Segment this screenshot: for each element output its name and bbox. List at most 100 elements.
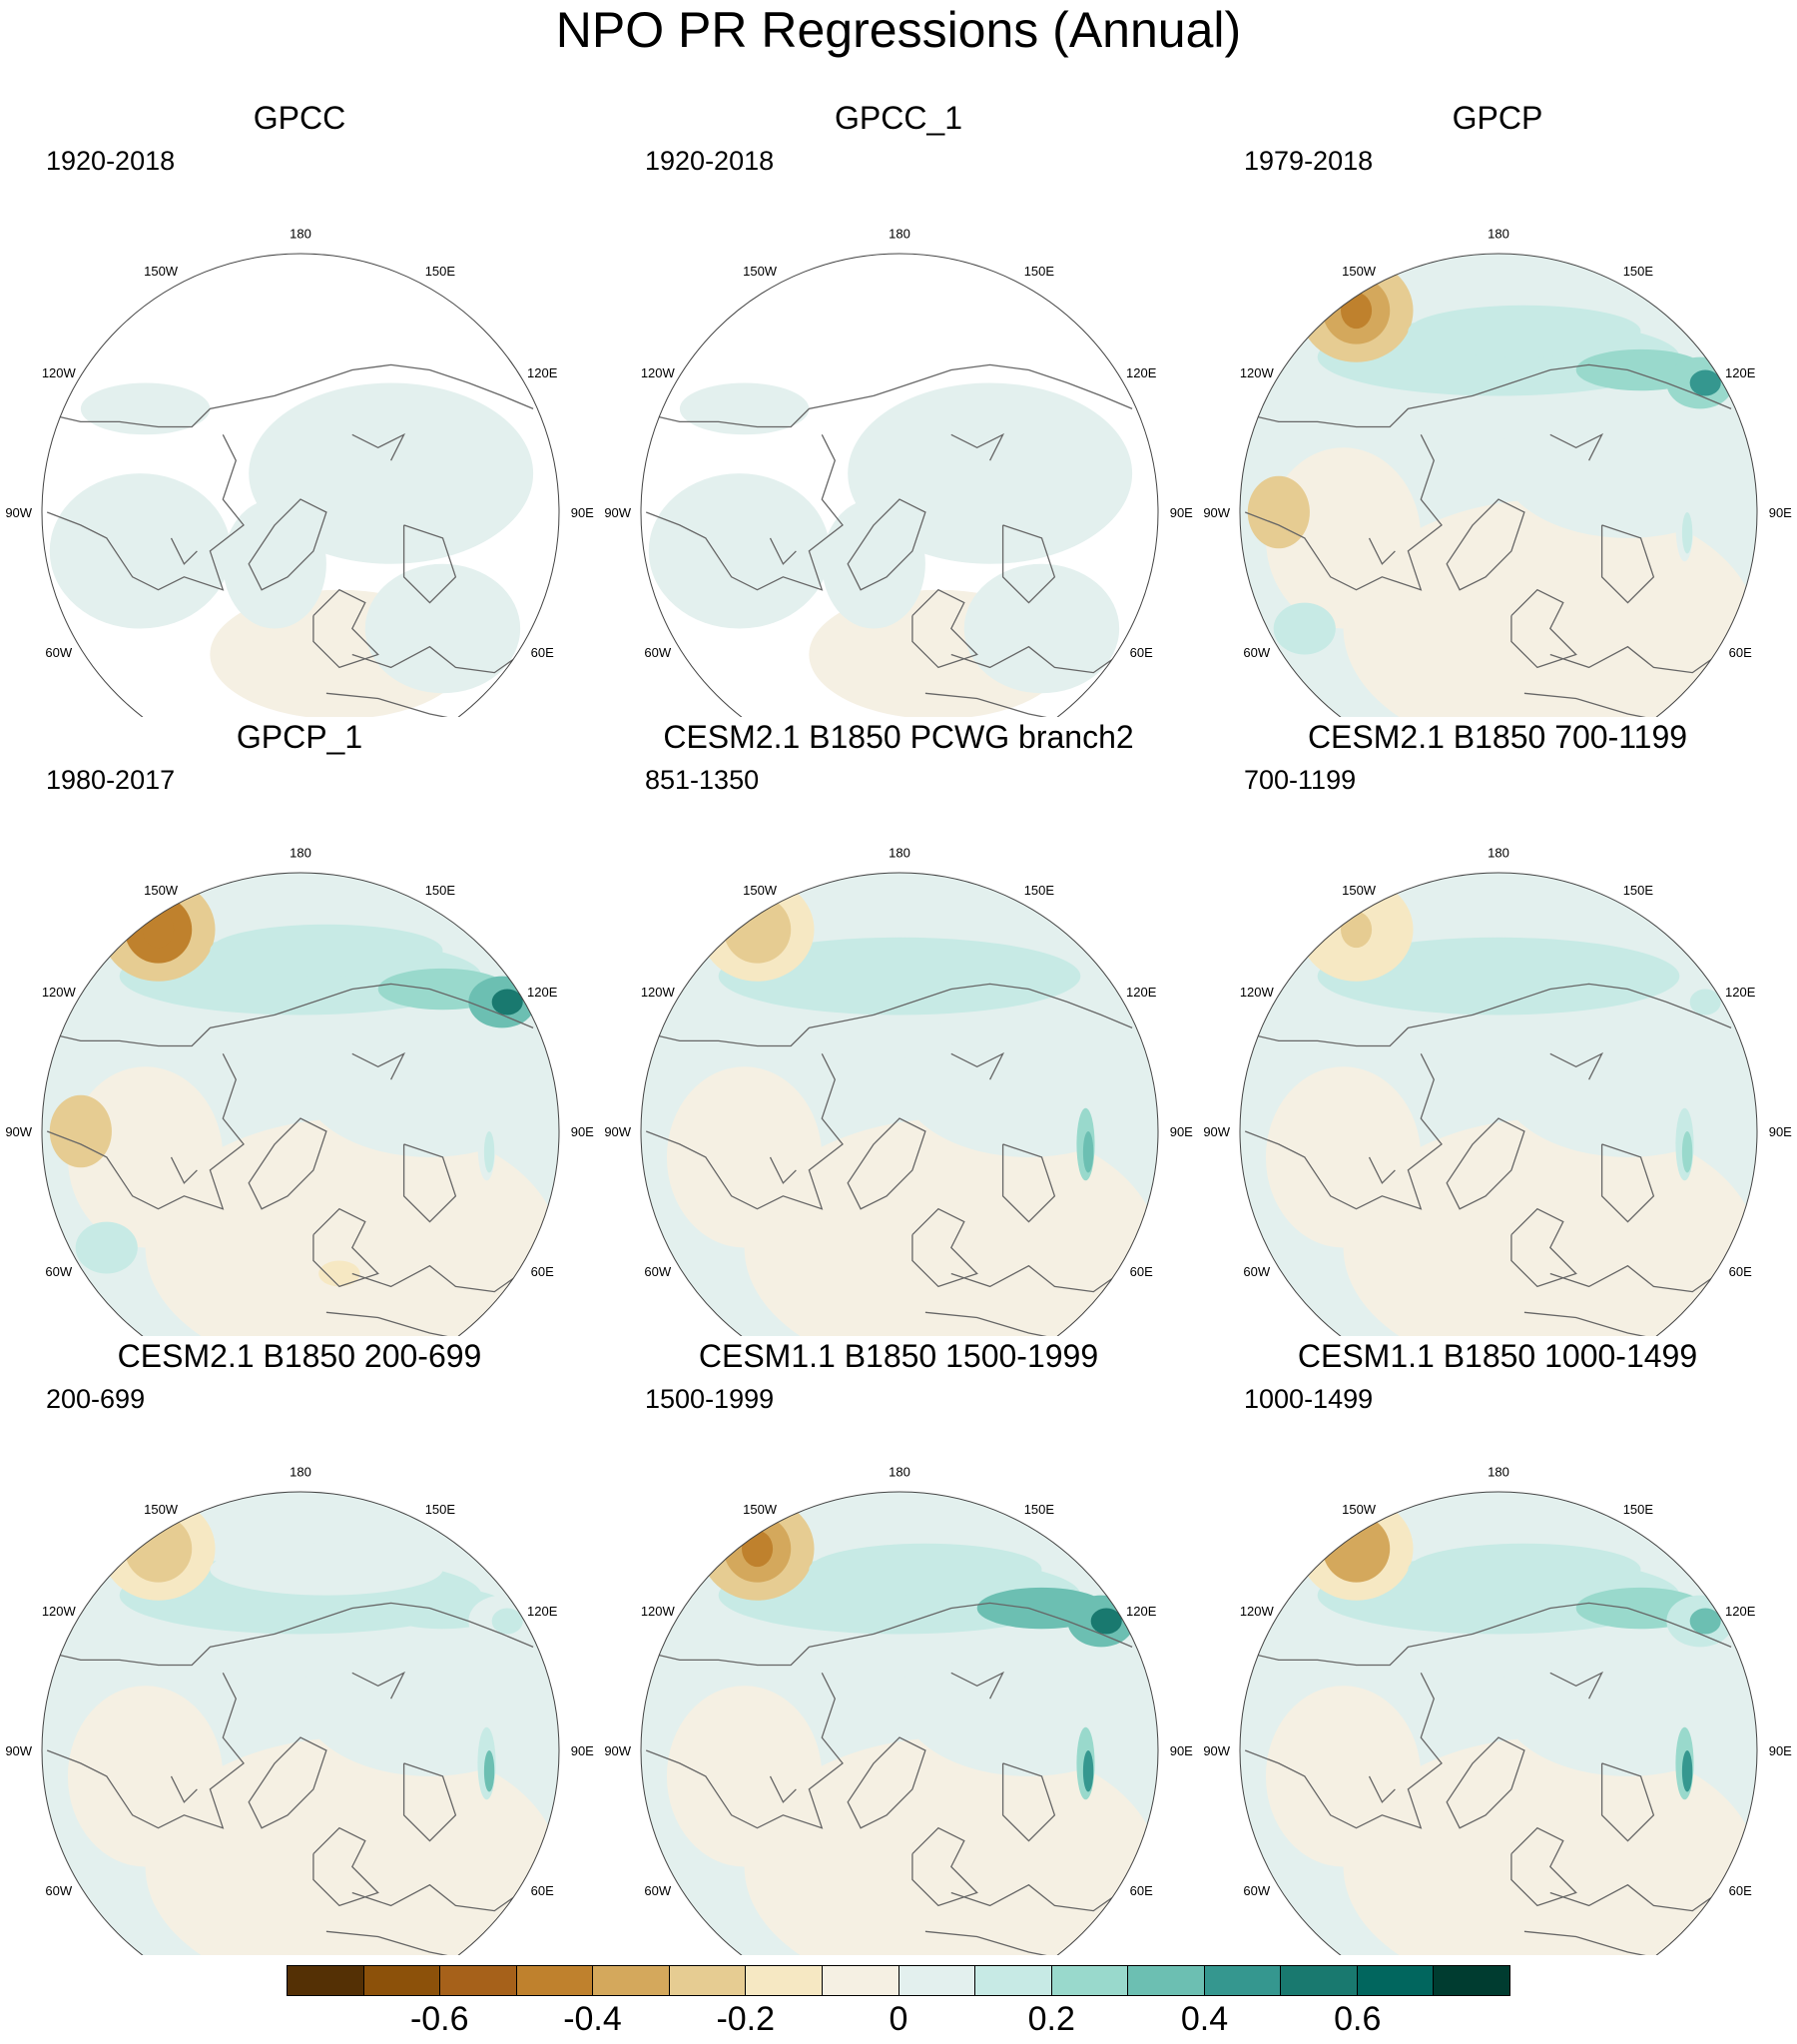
coastline [402, 1762, 457, 1842]
anomaly-region [1689, 989, 1721, 1016]
colorbar-swatch [1281, 1966, 1358, 1995]
anomaly-region [300, 1002, 559, 1157]
coastline [325, 692, 482, 717]
coastline [924, 692, 1081, 717]
longitude-label: 180 [1488, 226, 1509, 241]
coastline [1510, 588, 1577, 669]
longitude-label: 120E [1725, 985, 1756, 1000]
longitude-label: 90W [604, 505, 631, 520]
longitude-label: 60W [1243, 645, 1270, 660]
panel-period: 1920-2018 [645, 146, 775, 176]
coastline [646, 983, 1133, 1047]
longitude-label: 120W [1240, 985, 1275, 1000]
coastline [645, 434, 844, 591]
longitude-label: 90E [1769, 505, 1792, 520]
coastline [1549, 1051, 1604, 1080]
longitude-label: 60W [644, 1883, 671, 1898]
coastline [1523, 1930, 1680, 1955]
longitude-label: 150W [144, 883, 179, 898]
longitude-label: 120E [527, 1604, 558, 1619]
polar-map: 180150E120E90E60E30E030W60W90W120W150W [1203, 226, 1792, 717]
longitude-label: 180 [1488, 845, 1509, 860]
longitude-label: 150E [1024, 883, 1055, 898]
coastline [170, 537, 198, 565]
coastline [1523, 1311, 1680, 1336]
anomaly-region [1498, 1002, 1757, 1157]
longitude-label: 90E [571, 1743, 594, 1758]
coastline [1549, 1671, 1604, 1700]
colorbar-swatch [975, 1966, 1052, 1995]
coastline [950, 432, 1005, 461]
colorbar-swatch [898, 1966, 976, 1995]
anomaly-region [1681, 512, 1693, 554]
anomaly-region [483, 1750, 495, 1792]
anomaly-region [666, 1066, 823, 1248]
coastline [1244, 1053, 1443, 1210]
map-boundary [1239, 1491, 1758, 1955]
anomaly-region [1689, 1608, 1721, 1635]
map-boundary [41, 253, 560, 717]
longitude-label: 90E [1170, 1124, 1193, 1139]
anomaly-region [1247, 475, 1310, 549]
anomaly-region [1265, 1066, 1422, 1248]
longitude-label: 90W [604, 1743, 631, 1758]
panel-title: CESM2.1 B1850 200-699 [117, 1338, 482, 1374]
anomaly-region [1408, 1543, 1641, 1596]
longitude-label: 150E [425, 264, 456, 279]
panel-period: 1979-2018 [1244, 146, 1374, 176]
coastline [1549, 432, 1604, 461]
anomaly-region [210, 924, 443, 977]
longitude-label: 60E [1130, 645, 1153, 660]
coastline [46, 1053, 245, 1210]
longitude-label: 90W [5, 1743, 32, 1758]
colorbar-swatch [1051, 1966, 1129, 1995]
panel-title: CESM2.1 B1850 700-1199 [1307, 719, 1688, 755]
anomaly-region [899, 1621, 1158, 1776]
panel-period: 700-1199 [1244, 765, 1357, 795]
map-boundary [1239, 253, 1758, 717]
anomaly-region [1689, 369, 1721, 396]
longitude-label: 90E [571, 505, 594, 520]
anomaly-region [249, 382, 534, 564]
map-boundary [640, 253, 1159, 717]
longitude-label: 150E [425, 1502, 456, 1517]
longitude-label: 90W [604, 1124, 631, 1139]
anomaly-region [1516, 641, 1558, 668]
polar-map: 180150E120E90E60E30E030W60W90W120W150W [1203, 1464, 1792, 1955]
map-boundary [640, 1491, 1159, 1955]
polar-map: 180150E120E90E60E30E030W60W90W120W150W [5, 226, 594, 717]
coastline [646, 363, 1133, 428]
colorbar-swatch [440, 1966, 517, 1995]
colorbar-tick-label: 0.6 [1334, 2000, 1382, 2038]
coastline [646, 1602, 1133, 1667]
longitude-label: 120W [42, 1604, 77, 1619]
coastline [351, 432, 406, 461]
longitude-label: 60W [644, 645, 671, 660]
polar-map: 180150E120E90E60E30E030W60W90W120W150W [1203, 845, 1792, 1336]
longitude-label: 150W [144, 1502, 179, 1517]
panel-period: 1920-2018 [46, 146, 176, 176]
coastline [1446, 498, 1525, 591]
panel-period: 851-1350 [645, 765, 760, 795]
colorbar-tick-label: -0.4 [563, 2000, 622, 2038]
coastline [47, 1602, 534, 1667]
anomaly-region [809, 1543, 1042, 1596]
coastline [248, 498, 327, 591]
coastline [312, 1826, 379, 1907]
coastline [312, 1207, 379, 1288]
map-panel: GPCP_1180150E120E90E60E30E030W60W90W120W… [0, 717, 599, 1336]
anomaly-region [75, 1221, 138, 1274]
colorbar-swatch [1434, 1966, 1509, 1995]
anomaly-region [49, 473, 232, 629]
longitude-label: 90E [1769, 1124, 1792, 1139]
colorbar-swatch [1128, 1966, 1205, 1995]
longitude-label: 90E [1170, 1743, 1193, 1758]
coastline [1001, 1762, 1056, 1842]
longitude-label: 150W [743, 883, 778, 898]
coastline [1001, 1143, 1056, 1223]
coastline [1245, 363, 1732, 428]
anomaly-region [1498, 1621, 1757, 1776]
anomaly-region [491, 989, 523, 1016]
longitude-label: 90W [5, 505, 32, 520]
coastline [1510, 1826, 1577, 1907]
